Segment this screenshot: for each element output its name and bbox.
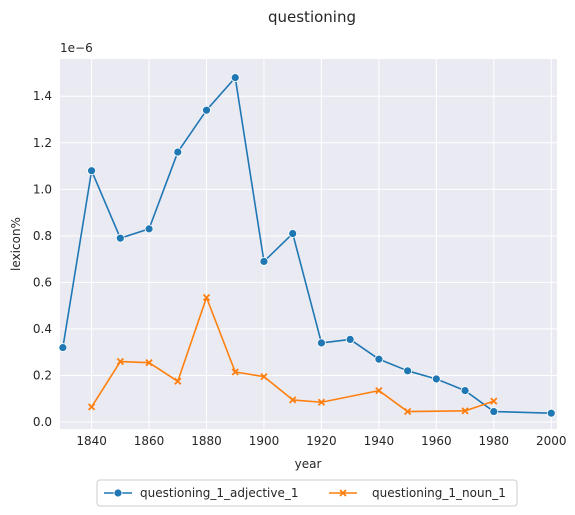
y-tick-label: 0.8	[33, 229, 52, 243]
data-point-questioning_1_noun_1	[87, 403, 96, 411]
data-point-questioning_1_noun_1	[231, 368, 239, 376]
data-point-questioning_1_adjective_1	[202, 105, 211, 115]
x-tick-label: 1980	[479, 434, 510, 448]
y-tick-label: 0.6	[33, 275, 52, 289]
data-point-questioning_1_noun_1	[116, 357, 124, 366]
y-tick-label: 0.0	[33, 415, 52, 429]
x-tick-label: 1900	[249, 434, 280, 448]
y-tick-label: 1.0	[33, 182, 52, 196]
y-tick-label: 1.4	[33, 89, 52, 103]
data-point-questioning_1_adjective_1	[546, 408, 556, 418]
data-point-questioning_1_adjective_1	[374, 354, 384, 364]
data-point-questioning_1_noun_1	[289, 396, 297, 404]
data-point-questioning_1_noun_1	[403, 407, 412, 416]
x-tick-label: 1960	[421, 434, 452, 448]
data-point-questioning_1_noun_1	[490, 397, 498, 405]
legend-marker-questioning_1_adjective_1	[113, 488, 123, 498]
x-tick-label: 1880	[191, 434, 222, 448]
x-tick-label: 2000	[536, 434, 567, 448]
data-point-questioning_1_adjective_1	[144, 224, 154, 234]
data-point-questioning_1_adjective_1	[259, 257, 269, 266]
data-point-questioning_1_adjective_1	[58, 343, 68, 352]
chart-title: questioning	[268, 8, 356, 26]
data-point-questioning_1_noun_1	[317, 398, 326, 406]
data-point-questioning_1_adjective_1	[87, 166, 97, 176]
data-point-questioning_1_adjective_1	[489, 407, 499, 416]
x-tick-label: 1940	[364, 434, 395, 448]
data-point-questioning_1_adjective_1	[431, 374, 441, 384]
x-tick-label: 1920	[306, 434, 337, 448]
data-point-questioning_1_adjective_1	[317, 338, 326, 348]
x-tick-label: 1840	[76, 434, 107, 448]
data-point-questioning_1_noun_1	[260, 373, 268, 381]
data-point-questioning_1_noun_1	[174, 377, 182, 385]
y-tick-label: 0.4	[33, 322, 52, 336]
plot-area	[60, 59, 557, 429]
y-axis-offset-text: 1e−6	[60, 41, 93, 55]
y-tick-label: 0.2	[33, 368, 52, 382]
data-point-questioning_1_adjective_1	[173, 147, 183, 157]
data-point-questioning_1_noun_1	[461, 407, 469, 415]
x-tick-label: 1860	[134, 434, 165, 448]
data-point-questioning_1_adjective_1	[230, 73, 240, 83]
grid-lines	[60, 59, 557, 429]
legend: questioning_1_adjective_1 questioning_1_n…	[96, 479, 518, 507]
legend-label-questioning_1_noun_1: questioning_1_noun_1	[372, 486, 506, 500]
legend-frame	[96, 479, 518, 507]
data-point-questioning_1_noun_1	[375, 386, 383, 395]
y-tick-label: 1.2	[33, 136, 52, 150]
data-point-questioning_1_noun_1	[202, 293, 211, 302]
y-axis-label: lexicon%	[9, 217, 23, 271]
series-layer	[58, 73, 556, 418]
data-point-questioning_1_adjective_1	[403, 366, 413, 376]
legend-label-questioning_1_adjective_1: questioning_1_adjective_1	[140, 486, 298, 500]
data-point-questioning_1_adjective_1	[460, 386, 470, 396]
axis-ticks: 1840 1860 1880 1900 1920 1940 1960 1980 2000 0.0 0…	[33, 89, 567, 448]
x-axis-label: year	[295, 457, 322, 471]
legend-marker-questioning_1_noun_1	[339, 489, 347, 497]
data-point-questioning_1_adjective_1	[115, 233, 125, 243]
data-point-questioning_1_adjective_1	[345, 335, 355, 344]
data-point-questioning_1_adjective_1	[288, 229, 298, 238]
data-point-questioning_1_noun_1	[145, 359, 153, 367]
